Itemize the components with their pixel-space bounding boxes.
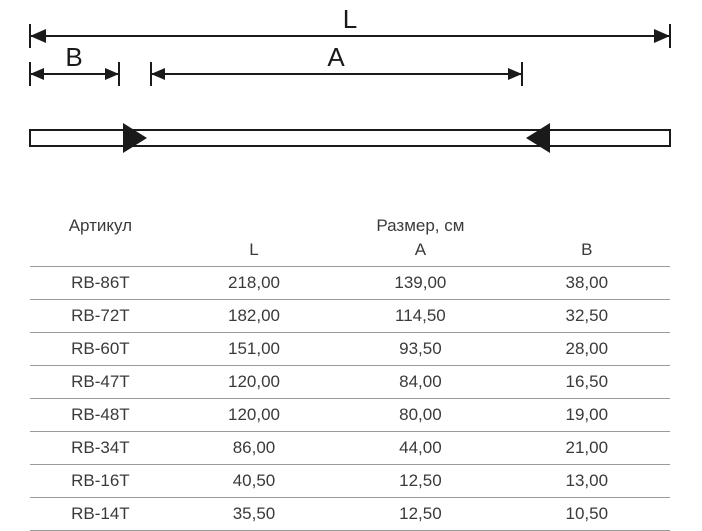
table-row: RB-72T182,00114,5032,50 [30,300,670,333]
cell-a: 139,00 [337,267,503,300]
cell-a: 80,00 [337,399,503,432]
table-row: RB-86T218,00139,0038,00 [30,267,670,300]
subheader-blank [30,238,171,267]
table-row: RB-48T120,0080,0019,00 [30,399,670,432]
cell-l: 120,00 [171,399,337,432]
table-row: RB-16T40,5012,5013,00 [30,465,670,498]
cell-b: 21,00 [504,432,670,465]
table-row: RB-14T35,5012,5010,50 [30,498,670,531]
bar-collar [123,123,147,153]
subheader-b: B [504,238,670,267]
dim-label-b: B [65,42,82,72]
cell-article: RB-34T [30,432,171,465]
cell-b: 16,50 [504,366,670,399]
header-article: Артикул [30,210,171,238]
subheader-l: L [171,238,337,267]
table-body: RB-86T218,00139,0038,00RB-72T182,00114,5… [30,267,670,531]
cell-l: 218,00 [171,267,337,300]
dim-arrow [30,29,46,43]
cell-a: 84,00 [337,366,503,399]
dimension-svg: L B A [0,0,702,180]
cell-b: 13,00 [504,465,670,498]
cell-article: RB-16T [30,465,171,498]
bar-collar [526,123,550,153]
cell-l: 86,00 [171,432,337,465]
cell-a: 114,50 [337,300,503,333]
cell-article: RB-86T [30,267,171,300]
dim-arrow [30,68,44,80]
cell-b: 10,50 [504,498,670,531]
size-table-container: Артикул Размер, см L A B RB-86T218,00139… [30,210,670,531]
cell-article: RB-72T [30,300,171,333]
dim-arrow [654,29,670,43]
cell-a: 12,50 [337,465,503,498]
cell-l: 151,00 [171,333,337,366]
dim-arrow [105,68,119,80]
dim-label-a: A [327,42,345,72]
cell-l: 182,00 [171,300,337,333]
cell-l: 40,50 [171,465,337,498]
cell-b: 28,00 [504,333,670,366]
cell-b: 38,00 [504,267,670,300]
header-size: Размер, см [171,210,670,238]
size-table: Артикул Размер, см L A B RB-86T218,00139… [30,210,670,531]
cell-b: 32,50 [504,300,670,333]
table-row: RB-34T86,0044,0021,00 [30,432,670,465]
cell-article: RB-14T [30,498,171,531]
cell-article: RB-48T [30,399,171,432]
cell-l: 35,50 [171,498,337,531]
cell-b: 19,00 [504,399,670,432]
cell-article: RB-47T [30,366,171,399]
dimension-diagram: L B A [0,0,702,180]
cell-a: 93,50 [337,333,503,366]
dim-arrow [508,68,522,80]
dim-label-l: L [343,4,357,34]
cell-l: 120,00 [171,366,337,399]
subheader-a: A [337,238,503,267]
table-row: RB-60T151,0093,5028,00 [30,333,670,366]
dim-arrow [151,68,165,80]
cell-a: 44,00 [337,432,503,465]
cell-article: RB-60T [30,333,171,366]
table-row: RB-47T120,0084,0016,50 [30,366,670,399]
cell-a: 12,50 [337,498,503,531]
